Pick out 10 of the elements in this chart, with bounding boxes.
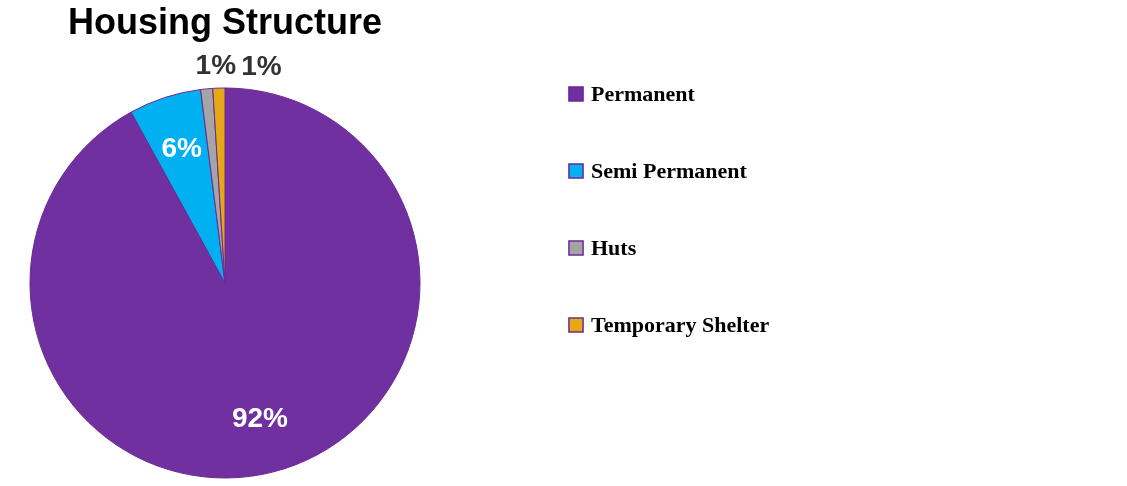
legend-label: Permanent bbox=[591, 81, 696, 106]
legend-label: Semi Permanent bbox=[591, 158, 748, 183]
data-label: 6% bbox=[161, 132, 202, 164]
data-label: 1% bbox=[241, 49, 282, 81]
data-label: 92% bbox=[231, 401, 289, 433]
pie-slice bbox=[29, 87, 421, 479]
data-label: 1% bbox=[195, 49, 237, 81]
legend-label: Huts bbox=[591, 235, 637, 260]
chart-title: Housing Structure bbox=[67, 1, 383, 43]
legend-label: Temporary Shelter bbox=[591, 312, 770, 337]
